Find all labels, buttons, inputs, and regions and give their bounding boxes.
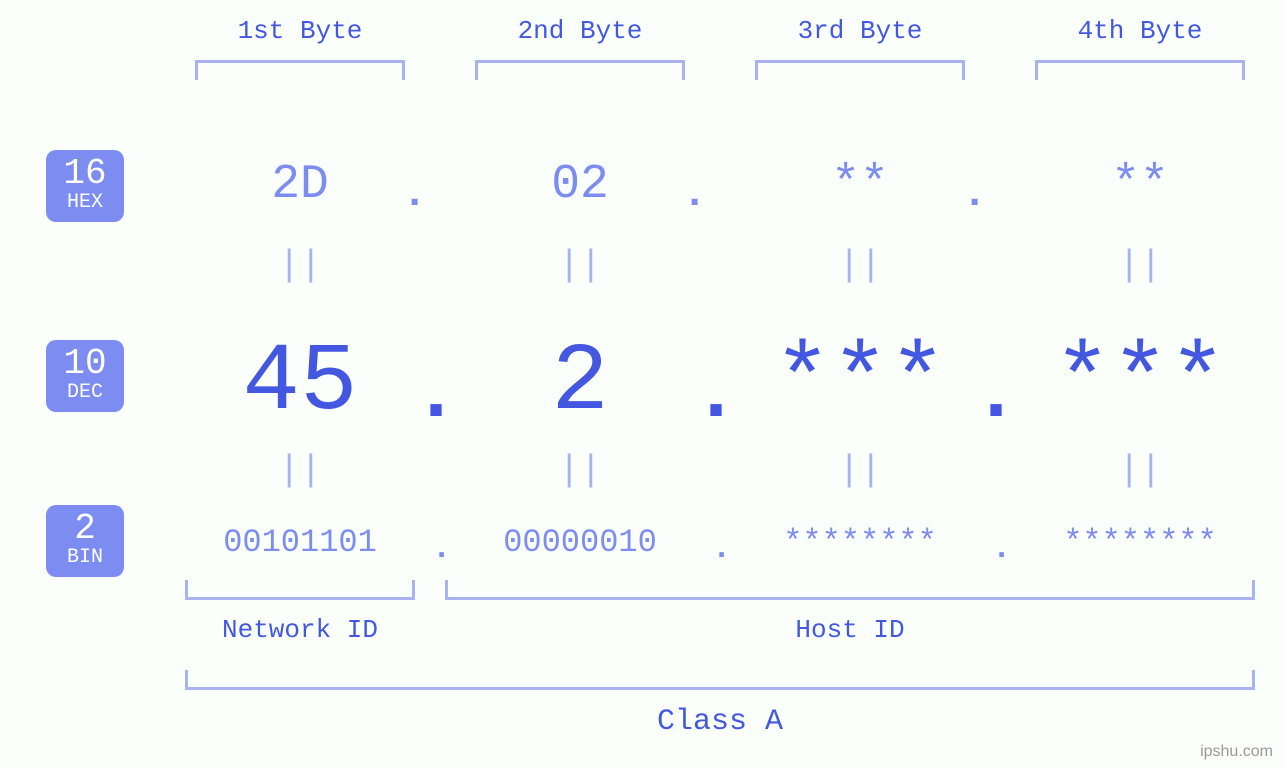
- dec-byte-2: 2: [450, 328, 710, 437]
- bin-badge-num: 2: [46, 511, 124, 547]
- dec-dot-2: .: [692, 350, 740, 441]
- equals-top-1: ||: [170, 245, 430, 286]
- dec-byte-1: 45: [170, 328, 430, 437]
- hex-dot-1: .: [402, 170, 427, 218]
- ip-diagram: 1st Byte 2nd Byte 3rd Byte 4th Byte 16 H…: [0, 0, 1285, 767]
- dec-badge-label: DEC: [46, 382, 124, 404]
- hex-dot-3: .: [962, 170, 987, 218]
- network-bracket: [185, 580, 415, 600]
- bin-byte-1: 00101101: [170, 524, 430, 561]
- dec-dot-3: .: [972, 350, 1020, 441]
- network-id-label: Network ID: [185, 615, 415, 645]
- bin-badge-label: BIN: [46, 547, 124, 569]
- hex-badge-num: 16: [46, 156, 124, 192]
- equals-bot-3: ||: [730, 450, 990, 491]
- top-bracket-3: [755, 60, 965, 80]
- hex-byte-3: **: [730, 158, 990, 212]
- top-bracket-1: [195, 60, 405, 80]
- hex-byte-1: 2D: [170, 158, 430, 212]
- byte-header-1: 1st Byte: [170, 16, 430, 46]
- hex-byte-2: 02: [450, 158, 710, 212]
- bin-dot-2: .: [712, 530, 731, 567]
- class-bracket: [185, 670, 1255, 690]
- bin-byte-3: ********: [730, 524, 990, 561]
- dec-byte-4: ***: [1010, 328, 1270, 437]
- byte-header-3: 3rd Byte: [730, 16, 990, 46]
- equals-bot-4: ||: [1010, 450, 1270, 491]
- class-label: Class A: [185, 705, 1255, 739]
- hex-dot-2: .: [682, 170, 707, 218]
- watermark: ipshu.com: [1200, 743, 1273, 761]
- bin-dot-3: .: [992, 530, 1011, 567]
- byte-header-2: 2nd Byte: [450, 16, 710, 46]
- host-bracket: [445, 580, 1255, 600]
- byte-header-4: 4th Byte: [1010, 16, 1270, 46]
- equals-top-4: ||: [1010, 245, 1270, 286]
- hex-badge-label: HEX: [46, 192, 124, 214]
- dec-dot-1: .: [412, 350, 460, 441]
- bin-byte-2: 00000010: [450, 524, 710, 561]
- top-bracket-4: [1035, 60, 1245, 80]
- dec-badge: 10 DEC: [46, 340, 124, 412]
- host-id-label: Host ID: [445, 615, 1255, 645]
- bin-dot-1: .: [432, 530, 451, 567]
- hex-badge: 16 HEX: [46, 150, 124, 222]
- bin-byte-4: ********: [1010, 524, 1270, 561]
- equals-top-2: ||: [450, 245, 710, 286]
- dec-byte-3: ***: [730, 328, 990, 437]
- equals-bot-2: ||: [450, 450, 710, 491]
- bin-badge: 2 BIN: [46, 505, 124, 577]
- dec-badge-num: 10: [46, 346, 124, 382]
- equals-bot-1: ||: [170, 450, 430, 491]
- equals-top-3: ||: [730, 245, 990, 286]
- top-bracket-2: [475, 60, 685, 80]
- hex-byte-4: **: [1010, 158, 1270, 212]
